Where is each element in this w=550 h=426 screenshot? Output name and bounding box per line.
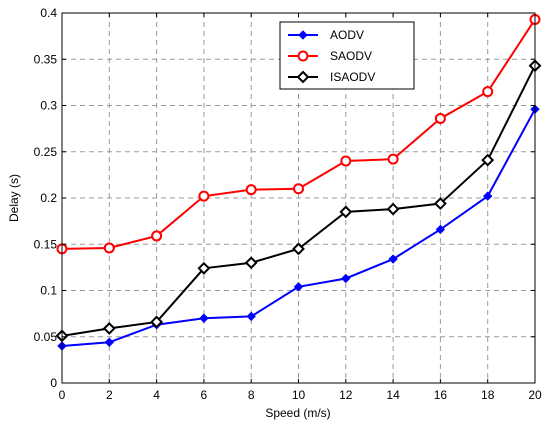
data-point-isaodv	[433, 197, 447, 210]
y-tick-label: 0.25	[34, 145, 58, 159]
legend-label-saodv: SAODV	[330, 49, 372, 63]
data-point-saodv	[340, 155, 352, 167]
data-point-saodv	[482, 86, 494, 98]
data-point-isaodv	[292, 242, 305, 256]
x-tick-label: 2	[106, 388, 113, 402]
x-tick-label: 18	[481, 388, 495, 402]
data-point-aodv	[199, 313, 209, 323]
data-point-saodv	[245, 184, 257, 196]
x-tick-label: 6	[201, 388, 208, 402]
data-point-saodv	[151, 230, 163, 242]
data-point-aodv	[341, 273, 351, 284]
series-aodv	[57, 104, 540, 351]
data-point-isaodv	[481, 153, 495, 167]
data-point-isaodv	[197, 261, 211, 275]
legend-marker-saodv	[297, 50, 309, 62]
data-point-aodv	[388, 254, 398, 264]
x-tick-label: 0	[59, 388, 66, 402]
data-point-saodv	[387, 153, 399, 165]
data-point-saodv	[103, 242, 115, 254]
y-tick-label: 0.2	[40, 191, 57, 205]
data-point-aodv	[482, 191, 493, 201]
y-tick-label: 0.35	[34, 52, 58, 66]
ticks	[61, 12, 536, 384]
legend-entry-isaodv: ISAODV	[288, 70, 375, 84]
data-point-aodv	[293, 282, 304, 292]
data-point-aodv	[246, 311, 256, 322]
x-tick-label: 16	[434, 388, 448, 402]
y-tick-label: 0.05	[34, 330, 58, 344]
legend-entry-aodv: AODV	[288, 28, 364, 42]
x-tick-label: 10	[292, 388, 306, 402]
x-tick-label: 20	[528, 388, 542, 402]
x-tick-label: 14	[386, 388, 400, 402]
data-point-aodv	[435, 224, 446, 235]
y-tick-label: 0.3	[40, 99, 57, 113]
legend-label-aodv: AODV	[330, 28, 364, 42]
legend-entry-saodv: SAODV	[288, 49, 372, 63]
x-axis-label: Speed (m/s)	[265, 406, 330, 420]
data-point-saodv	[434, 112, 446, 124]
x-tick-label: 8	[248, 388, 255, 402]
y-tick-label: 0.15	[34, 237, 58, 251]
data-point-isaodv	[102, 322, 116, 335]
x-tick-label: 12	[339, 388, 353, 402]
series-layer	[55, 13, 542, 351]
data-point-aodv	[104, 337, 115, 348]
data-point-isaodv	[386, 202, 400, 216]
series-isaodv	[55, 59, 542, 343]
tick-labels: 0 2 4 6 8 10 12 14 16 18 20 0 0.05 0.1 0.15 0.2 0.25 0.3 0…	[34, 6, 542, 402]
y-tick-label: 0	[50, 376, 57, 390]
y-axis-label: Delay (s)	[7, 174, 21, 222]
series-saodv	[56, 13, 541, 255]
legend-marker-aodv	[298, 30, 308, 40]
data-point-saodv	[293, 183, 304, 195]
legend-marker-isaodv	[296, 70, 310, 84]
data-point-isaodv	[244, 256, 258, 270]
legend-label-isaodv: ISAODV	[330, 70, 375, 84]
data-point-saodv	[198, 190, 210, 202]
y-tick-label: 0.1	[40, 284, 57, 298]
data-point-isaodv	[339, 205, 353, 219]
data-point-isaodv	[150, 315, 164, 329]
legend: AODV SAODV ISAODV	[279, 21, 415, 90]
x-tick-label: 4	[153, 388, 160, 402]
y-tick-label: 0.4	[40, 6, 57, 20]
